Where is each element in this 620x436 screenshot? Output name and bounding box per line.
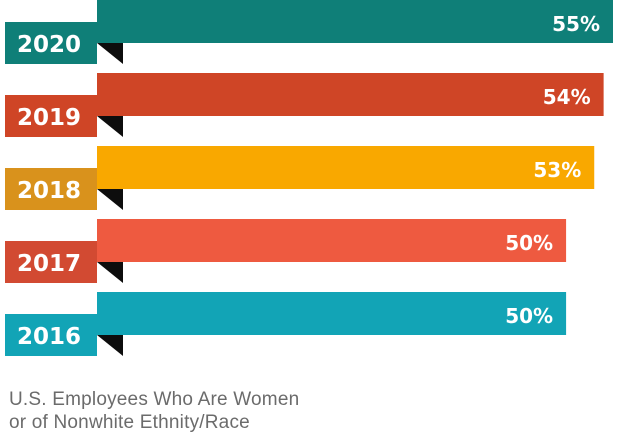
bar-2016: [97, 292, 567, 335]
value-label-2018: 53%: [533, 158, 581, 182]
value-label-2016: 50%: [505, 304, 553, 328]
year-tab-2020: [5, 22, 97, 64]
caption-line-2: or of Nonwhite Ethnity/Race: [9, 412, 250, 433]
bars-group: 2020 55% 2019 54% 2018 53% 2017 50% 2016 50%: [5, 0, 613, 356]
bar-2018: [97, 146, 595, 189]
year-tab-2019: [5, 95, 97, 137]
year-tab-2018: [5, 168, 97, 210]
bar-2019: [97, 73, 604, 116]
year-label-2017: 2017: [17, 251, 81, 277]
year-label-2019: 2019: [17, 105, 81, 131]
chart-caption: U.S. Employees Who Are Women or of Nonwh…: [9, 388, 429, 434]
year-tab-2017: [5, 241, 97, 283]
fold-2017: [97, 262, 123, 283]
bar-2017: [97, 219, 567, 262]
value-label-2019: 54%: [543, 85, 591, 109]
fold-2016: [97, 335, 123, 356]
bar-2020: [97, 0, 613, 43]
fold-2019: [97, 116, 123, 137]
value-label-2020: 55%: [552, 12, 600, 36]
year-label-2020: 2020: [17, 32, 81, 58]
value-label-2017: 50%: [505, 231, 553, 255]
year-tab-2016: [5, 314, 97, 356]
fold-2018: [97, 189, 123, 210]
fold-2020: [97, 43, 123, 64]
year-label-2016: 2016: [17, 324, 81, 350]
year-label-2018: 2018: [17, 178, 81, 204]
caption-line-1: U.S. Employees Who Are Women: [9, 389, 300, 410]
